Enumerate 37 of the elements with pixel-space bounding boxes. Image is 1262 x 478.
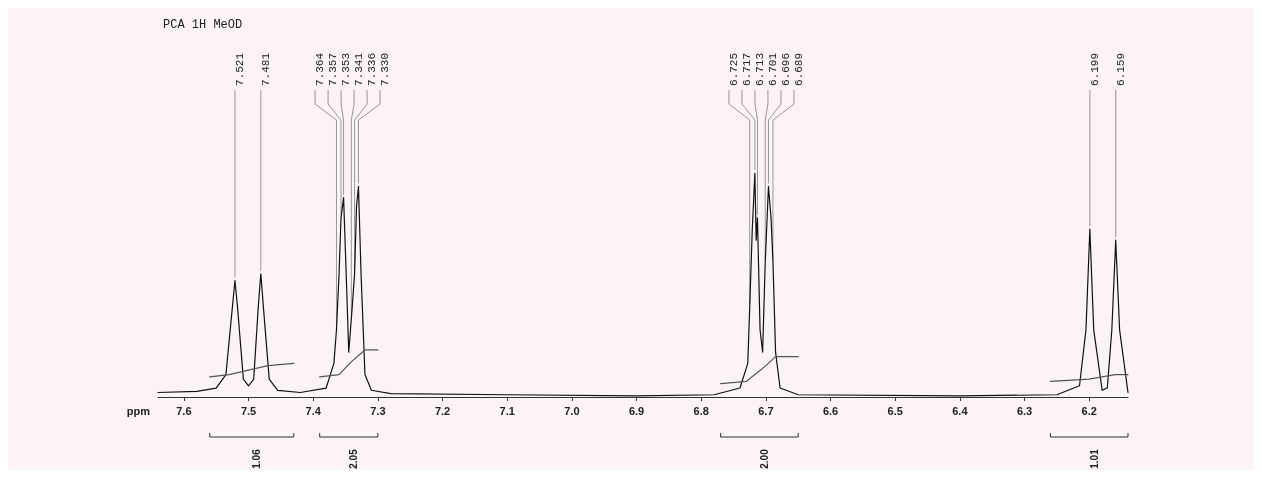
annotation: 7.336 bbox=[366, 52, 379, 86]
annotation: 6.696 bbox=[779, 52, 792, 86]
x-tick-label: 7.5 bbox=[240, 404, 257, 417]
annotation: 7.521 bbox=[233, 52, 246, 86]
x-tick-label: 6.8 bbox=[693, 404, 709, 417]
annotation: 7.353 bbox=[340, 52, 353, 86]
text: 2.00 bbox=[758, 448, 770, 469]
annotation: 7.357 bbox=[327, 52, 340, 86]
x-tick-label: 6.6 bbox=[822, 404, 839, 417]
text: 1.06 bbox=[251, 448, 263, 469]
annotation: 6.159 bbox=[1114, 52, 1127, 86]
annotation: 7.364 bbox=[314, 52, 327, 86]
text: 2.05 bbox=[348, 448, 360, 469]
annotation: 6.199 bbox=[1088, 52, 1101, 86]
x-tick-label: 7.2 bbox=[434, 404, 451, 417]
x-tick-label: 7.4 bbox=[305, 404, 322, 417]
chart-title: PCA 1H MeOD bbox=[163, 18, 243, 32]
annotation: 6.689 bbox=[792, 52, 805, 86]
text: 1.01 bbox=[1088, 448, 1100, 469]
x-tick-label: 7.1 bbox=[499, 404, 515, 417]
x-tick-label: 7.0 bbox=[564, 404, 580, 417]
annotation: 6.713 bbox=[753, 52, 766, 86]
annotation: 7.330 bbox=[379, 52, 392, 86]
x-tick-label: 6.9 bbox=[628, 404, 645, 417]
annotation: 6.725 bbox=[727, 52, 740, 86]
x-tick-label: 7.6 bbox=[176, 404, 192, 417]
annotation: 7.481 bbox=[259, 52, 272, 86]
x-tick-label: 6.4 bbox=[952, 404, 969, 417]
x-tick-label: 6.2 bbox=[1081, 404, 1097, 417]
x-tick-label: 7.3 bbox=[370, 404, 386, 417]
x-tick-label: 6.5 bbox=[887, 404, 903, 417]
annotation: 6.717 bbox=[740, 52, 753, 86]
x-tick-label: 6.3 bbox=[1016, 404, 1033, 417]
x-tick-label: 6.7 bbox=[758, 404, 774, 417]
annotation: 7.341 bbox=[353, 52, 366, 86]
x-axis-title: ppm bbox=[126, 404, 151, 417]
annotation: 6.701 bbox=[766, 52, 779, 86]
